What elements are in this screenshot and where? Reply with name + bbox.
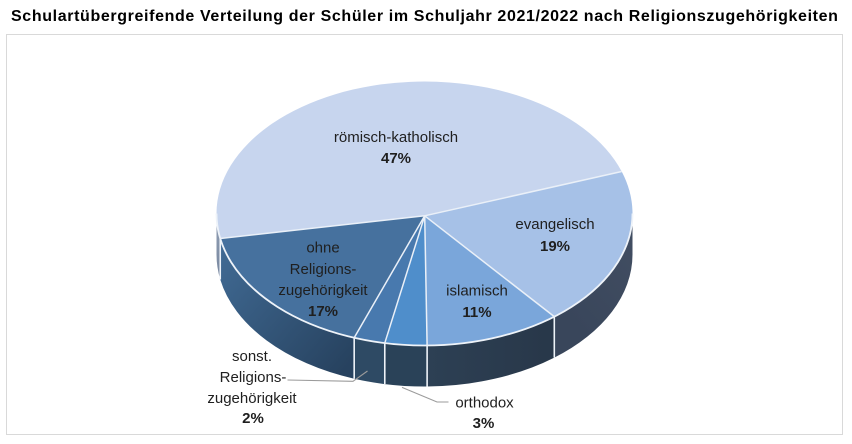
svg-text:11%: 11% (462, 304, 491, 321)
svg-text:17%: 17% (308, 303, 338, 320)
svg-text:47%: 47% (381, 150, 411, 167)
svg-text:zugehörigkeit: zugehörigkeit (207, 390, 297, 407)
svg-text:Religions-: Religions- (290, 261, 357, 278)
svg-text:islamisch: islamisch (446, 282, 508, 299)
svg-text:sonst.: sonst. (232, 348, 272, 365)
svg-text:2%: 2% (242, 410, 264, 427)
svg-text:Religions-: Religions- (220, 369, 287, 386)
svg-text:3%: 3% (473, 415, 495, 432)
svg-text:römisch-katholisch: römisch-katholisch (334, 129, 458, 146)
svg-text:orthodox: orthodox (455, 394, 514, 411)
svg-text:ohne: ohne (306, 239, 339, 256)
svg-text:zugehörigkeit: zugehörigkeit (278, 282, 368, 299)
svg-text:evangelisch: evangelisch (515, 216, 594, 233)
svg-text:19%: 19% (540, 238, 570, 255)
